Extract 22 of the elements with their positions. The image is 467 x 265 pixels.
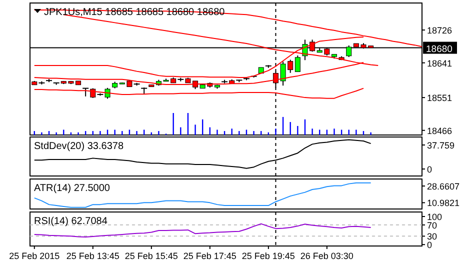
chart-title: StdDev(20) 33.6378	[34, 141, 124, 152]
x-tick-label: 25 Feb 13:45	[66, 251, 120, 261]
ref-line-label: 18680	[426, 44, 452, 55]
y-tick-label: 18726	[427, 26, 452, 36]
y-tick-label: 10.9821	[427, 198, 460, 208]
x-tick-label: 25 Feb 2015	[9, 251, 60, 261]
y-tick-label: 37.759	[427, 140, 455, 150]
y-tick-label: 28.6607	[427, 182, 460, 192]
y-tick-label: 18641	[427, 58, 452, 68]
y-tick-label: 18551	[427, 93, 452, 104]
y-tick-label: 70	[427, 220, 438, 230]
y-tick-label: 30	[427, 232, 438, 242]
y-tick-label: 0	[427, 164, 432, 174]
x-tick-label: 25 Feb 19:45	[242, 251, 295, 261]
chart-title: ATR(14) 27.5000	[34, 183, 110, 194]
y-tick-label: 18466	[427, 126, 452, 136]
x-tick-label: 25 Feb 15:45	[124, 251, 178, 261]
y-tick-label: 100	[427, 212, 442, 222]
x-tick-label: 25 Feb 17:45	[183, 251, 236, 261]
y-tick-label: 0	[427, 240, 432, 250]
x-tick-label: 26 Feb 03:30	[300, 251, 354, 261]
chart-title: RSI(14) 62.7084	[34, 216, 108, 227]
